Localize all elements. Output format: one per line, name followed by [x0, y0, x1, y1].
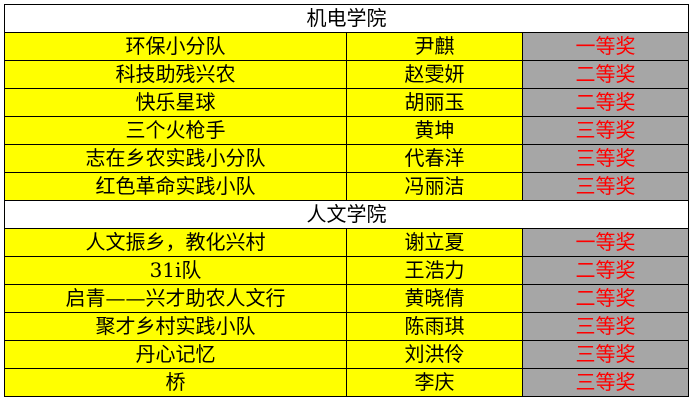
award-cell[interactable]: 二等奖: [522, 284, 689, 313]
leader-cell[interactable]: 陈雨琪: [346, 312, 523, 341]
table-row: 环保小分队 尹麒 一等奖: [4, 32, 689, 61]
team-name-cell[interactable]: 科技助残兴农: [4, 60, 347, 89]
team-name-cell[interactable]: 聚才乡村实践小队: [4, 312, 347, 341]
award-cell[interactable]: 二等奖: [522, 88, 689, 117]
table-row: 人文振乡，教化兴村 谢立夏 一等奖: [4, 228, 689, 257]
team-name-cell[interactable]: 桥: [4, 368, 347, 397]
table-row: 聚才乡村实践小队 陈雨琪 三等奖: [4, 312, 689, 341]
table-row: 丹心记忆 刘洪伶 三等奖: [4, 340, 689, 369]
leader-cell[interactable]: 代春洋: [346, 144, 523, 173]
leader-cell[interactable]: 李庆: [346, 368, 523, 397]
table-row: 启青——兴才助农人文行 黄晓倩 二等奖: [4, 284, 689, 313]
table-row: 31i队 王浩力 二等奖: [4, 256, 689, 285]
award-cell[interactable]: 一等奖: [522, 32, 689, 61]
award-cell[interactable]: 三等奖: [522, 312, 689, 341]
award-cell[interactable]: 二等奖: [522, 256, 689, 285]
awards-table: 机电学院 环保小分队 尹麒 一等奖 科技助残兴农 赵雯妍 二等奖 快乐星球 胡丽玉 二等奖 三个火枪…: [4, 4, 689, 397]
leader-cell[interactable]: 黄晓倩: [346, 284, 523, 313]
team-name-cell[interactable]: 志在乡农实践小分队: [4, 144, 347, 173]
team-name-cell[interactable]: 启青——兴才助农人文行: [4, 284, 347, 313]
table-row: 科技助残兴农 赵雯妍 二等奖: [4, 60, 689, 89]
section-title[interactable]: 人文学院: [4, 200, 689, 229]
leader-cell[interactable]: 冯丽洁: [346, 172, 523, 201]
table-row: 快乐星球 胡丽玉 二等奖: [4, 88, 689, 117]
table-row: 三个火枪手 黄坤 三等奖: [4, 116, 689, 145]
section-header-row: 机电学院: [4, 4, 689, 33]
award-cell[interactable]: 三等奖: [522, 172, 689, 201]
team-name-cell[interactable]: 三个火枪手: [4, 116, 347, 145]
leader-cell[interactable]: 尹麒: [346, 32, 523, 61]
team-name-cell[interactable]: 丹心记忆: [4, 340, 347, 369]
award-cell[interactable]: 二等奖: [522, 60, 689, 89]
section-header-row: 人文学院: [4, 200, 689, 229]
leader-cell[interactable]: 黄坤: [346, 116, 523, 145]
leader-cell[interactable]: 谢立夏: [346, 228, 523, 257]
award-cell[interactable]: 三等奖: [522, 368, 689, 397]
table-row: 桥李庆 三等奖: [4, 368, 689, 397]
section-title[interactable]: 机电学院: [4, 4, 689, 33]
leader-cell[interactable]: 王浩力: [346, 256, 523, 285]
leader-cell[interactable]: 胡丽玉: [346, 88, 523, 117]
award-cell[interactable]: 三等奖: [522, 340, 689, 369]
leader-cell[interactable]: 刘洪伶: [346, 340, 523, 369]
team-name-cell[interactable]: 红色革命实践小队: [4, 172, 347, 201]
award-cell[interactable]: 三等奖: [522, 116, 689, 145]
team-name-cell[interactable]: 31i队: [4, 256, 347, 285]
table-row: 志在乡农实践小分队 代春洋 三等奖: [4, 144, 689, 173]
award-cell[interactable]: 一等奖: [522, 228, 689, 257]
team-name-cell[interactable]: 环保小分队: [4, 32, 347, 61]
table-row: 红色革命实践小队 冯丽洁 三等奖: [4, 172, 689, 201]
team-name-cell[interactable]: 人文振乡，教化兴村: [4, 228, 347, 257]
team-name-cell[interactable]: 快乐星球: [4, 88, 347, 117]
leader-cell[interactable]: 赵雯妍: [346, 60, 523, 89]
award-cell[interactable]: 三等奖: [522, 144, 689, 173]
